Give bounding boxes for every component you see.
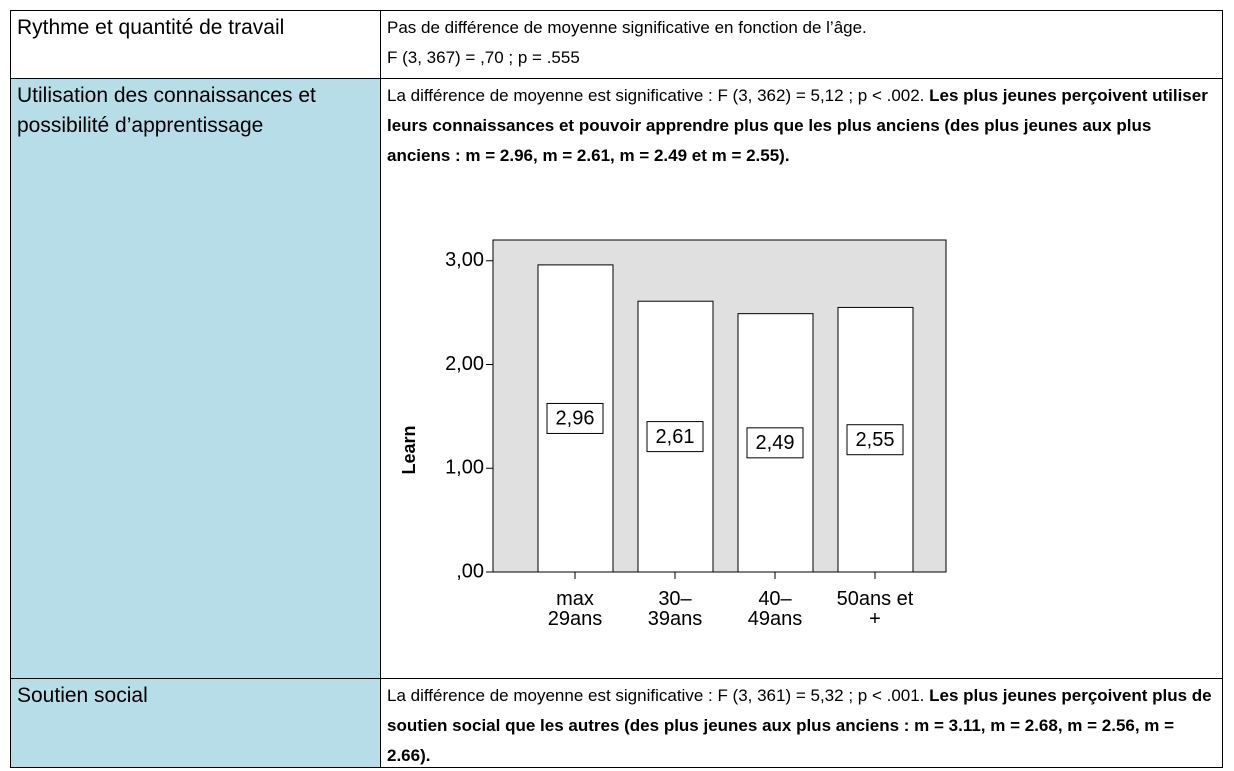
value-label: 2,61 [656,426,695,448]
row-label: Utilisation des connaissances et possibi… [10,78,381,679]
x-tick-label-line: + [869,608,881,630]
row-label: Rythme et quantité de travail [10,10,381,79]
y-tick-label: ,00 [456,560,484,582]
x-tick-label: 30– 39ans [648,588,703,630]
x-tick-label: 50ans et + [837,588,914,630]
x-tick-label-line: max [556,588,594,610]
y-axis-label: Learn [399,425,419,474]
x-tick-label: max 29ans [548,588,603,630]
value-label: 2,55 [856,429,895,451]
text: Pas de différence de moyenne significati… [387,18,867,37]
text: F (3, 367) = ,70 ; p = .555 [387,48,580,67]
row-text: La différence de moyenne est significati… [380,678,1223,768]
x-tick-label-line: 30– [658,588,692,610]
emphasis: Les plus jeunes perçoivent utiliser leur… [387,86,1208,165]
emphasis: Les plus jeunes perçoivent plus de souti… [387,686,1212,765]
row-label: Soutien social [10,678,381,768]
text: La différence de moyenne est significati… [387,86,930,105]
row-text: La différence de moyenne est significati… [380,78,1223,679]
x-tick-label-line: 40– [758,588,792,610]
value-label-box [846,424,904,456]
value-label-box [546,402,604,434]
value-label-box [746,427,804,459]
chart: Learn ,00 1,00 2,00 3,00 2,96 max 29ans 2,61 30–… [399,239,947,630]
value-label: 2,96 [556,408,595,430]
y-tick-label: 1,00 [445,457,484,479]
x-tick-label-line: 50ans et [837,588,914,610]
x-tick-label-line: 49ans [748,608,803,630]
x-tick-label-line: 39ans [648,608,703,630]
x-tick-label: 40– 49ans [748,588,803,630]
value-label-box [646,421,704,453]
x-tick-label-line: 29ans [548,608,603,630]
y-tick-label: 2,00 [445,353,484,375]
value-label: 2,49 [756,432,795,454]
row-text: Pas de différence de moyenne significati… [380,10,1223,79]
text: La différence de moyenne est significati… [387,686,930,705]
y-tick-label: 3,00 [445,249,484,271]
